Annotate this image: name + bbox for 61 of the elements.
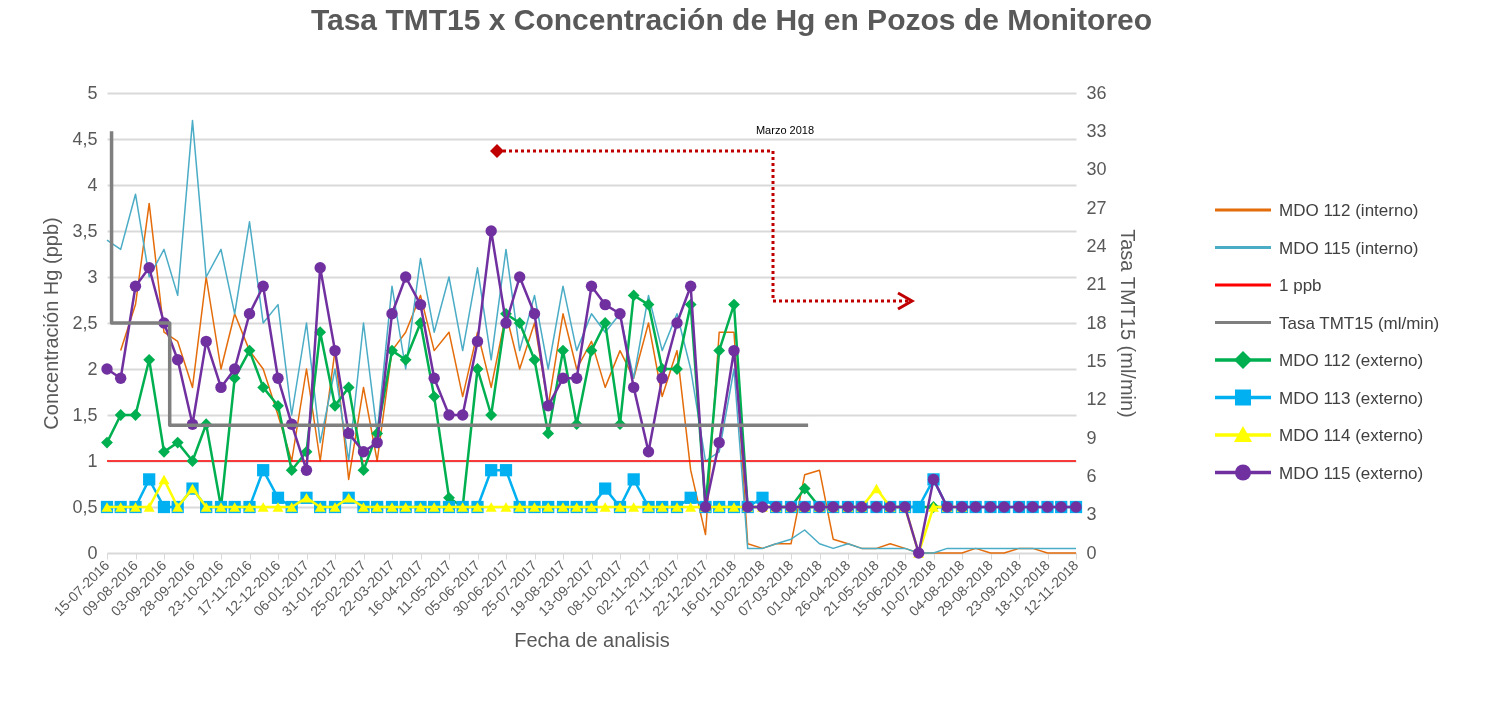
point [585,344,598,357]
legend-label: MDO 112 (interno) [1279,201,1419,220]
y2-axis-title: Tasa TMT15 (ml/min) [1116,229,1139,418]
y-tick-label: 4,5 [72,128,98,149]
point [798,482,811,495]
point [329,399,341,412]
point [257,381,270,394]
y2-tick-label: 36 [1086,82,1107,103]
y-tick-label: 2,5 [72,312,98,333]
y2-tick-label: 9 [1086,427,1097,448]
point [129,409,142,421]
point [114,409,127,421]
y2-tick-label: 27 [1086,197,1107,218]
legend-label: MDO 113 (externo) [1279,388,1424,408]
y-tick-label: 2 [87,358,98,379]
point [528,353,541,366]
legend-label: MDO 112 (externo) [1279,351,1424,370]
point [272,399,284,412]
legend-label: 1 ppb [1279,276,1322,295]
y2-tick-label: 0 [1086,542,1097,563]
y-tick-label: 3,5 [72,220,98,241]
point [243,344,256,357]
y2-tick-label: 6 [1086,465,1097,486]
y2-tick-label: 18 [1086,312,1107,333]
point [158,445,170,458]
y2-tick-label: 30 [1086,159,1107,180]
y-tick-label: 1 [87,450,98,471]
y2-tick-label: 24 [1086,235,1107,256]
point [285,464,298,477]
point [627,289,640,302]
x-axis-title: Fecha de analisis [514,629,670,652]
chart-title: Tasa TMT15 x Concentración de Hg en Pozos de Monitoreo [310,3,1153,36]
point [713,344,726,357]
y-tick-label: 3 [87,266,98,287]
point [399,353,412,366]
point [513,317,526,329]
legend-label: MDO 115 (interno) [1279,238,1419,258]
point [642,298,655,311]
y2-tick-label: 12 [1086,389,1107,410]
legend-label: MDO 115 (externo) [1279,463,1424,483]
y-tick-label: 0,5 [72,496,98,517]
legend-label: MDO 114 (externo) [1279,426,1424,445]
point [101,436,113,449]
legend-label: Tasa TMT15 (ml/min) [1279,313,1440,333]
point [342,381,355,394]
y2-tick-label: 21 [1086,274,1107,295]
y-tick-label: 5 [87,82,98,103]
point [428,390,441,403]
point [357,464,370,477]
point [599,317,612,329]
point [171,436,184,449]
y2-tick-label: 15 [1086,350,1107,371]
y2-tick-label: 3 [1086,504,1097,525]
y-tick-label: 1,5 [72,404,98,425]
point [728,298,740,311]
y-axis-title: Concentración Hg (ppb) [40,217,63,430]
y2-tick-label: 33 [1086,120,1107,141]
y-tick-label: 4 [87,174,98,195]
annotation: Marzo 2018 [755,124,815,136]
point [186,455,199,467]
y-tick-label: 0 [87,542,98,563]
